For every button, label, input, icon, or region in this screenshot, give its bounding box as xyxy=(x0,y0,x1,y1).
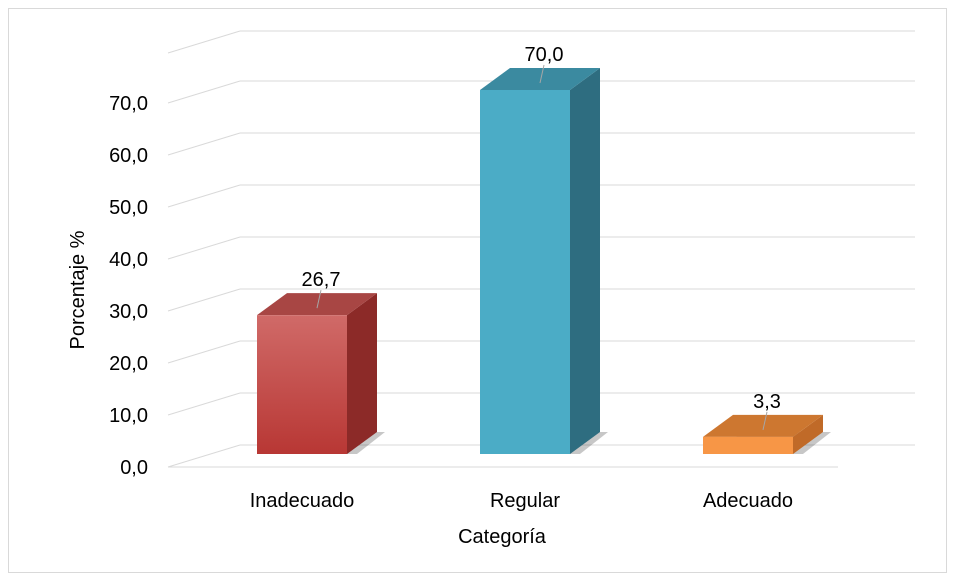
gridline-diagonal xyxy=(167,80,241,104)
gridline-diagonal xyxy=(167,184,241,208)
bar-adecuado: 3,3 xyxy=(703,391,831,454)
gridline-diagonal xyxy=(167,236,241,260)
bar-side xyxy=(347,293,377,454)
bar-regular: 70,0 xyxy=(480,44,608,454)
x-tick-label: Adecuado xyxy=(703,490,793,512)
bars: 26,7 70,0 3,3 xyxy=(257,44,831,454)
y-tick-label: 0,0 xyxy=(120,457,148,479)
bar-front xyxy=(257,315,347,454)
bar-top xyxy=(480,68,600,90)
y-tick-label: 70,0 xyxy=(109,93,148,115)
y-tick-label: 10,0 xyxy=(109,405,148,427)
bar-side xyxy=(793,414,823,454)
gridline-diagonal xyxy=(167,132,241,156)
bar-inadecuado: 26,7 xyxy=(257,269,385,454)
bar-top xyxy=(257,293,377,316)
bar-front xyxy=(703,436,793,454)
gridline-diagonal xyxy=(167,340,241,364)
y-axis-title: Porcentaje % xyxy=(67,230,89,349)
y-tick-label: 30,0 xyxy=(109,301,148,323)
y-axis: 0,0 10,0 20,0 30,0 40,0 50,0 60,0 70,0 xyxy=(109,93,148,479)
y-tick-label: 40,0 xyxy=(109,249,148,271)
gridline-diagonal xyxy=(167,288,241,312)
bar-front xyxy=(480,90,570,454)
data-label: 70,0 xyxy=(525,44,564,66)
gridline-diagonal xyxy=(167,30,241,54)
y-tick-label: 50,0 xyxy=(109,197,148,219)
x-tick-label: Regular xyxy=(490,490,560,512)
x-tick-label: Inadecuado xyxy=(250,490,355,512)
data-label-leader xyxy=(316,290,322,309)
bar-top xyxy=(703,414,823,437)
gridline-diagonal xyxy=(167,392,241,416)
x-axis: Inadecuado Regular Adecuado xyxy=(250,490,793,512)
gridline-diagonal xyxy=(167,444,241,468)
data-label-leader xyxy=(539,64,545,84)
chart-frame xyxy=(8,8,947,573)
data-label: 3,3 xyxy=(753,391,781,413)
y-tick-label: 20,0 xyxy=(109,353,148,375)
data-label: 26,7 xyxy=(302,269,341,291)
bar-side xyxy=(570,68,600,454)
x-axis-title: Categoría xyxy=(458,526,547,548)
y-tick-label: 60,0 xyxy=(109,145,148,167)
data-label-leader xyxy=(762,411,768,430)
